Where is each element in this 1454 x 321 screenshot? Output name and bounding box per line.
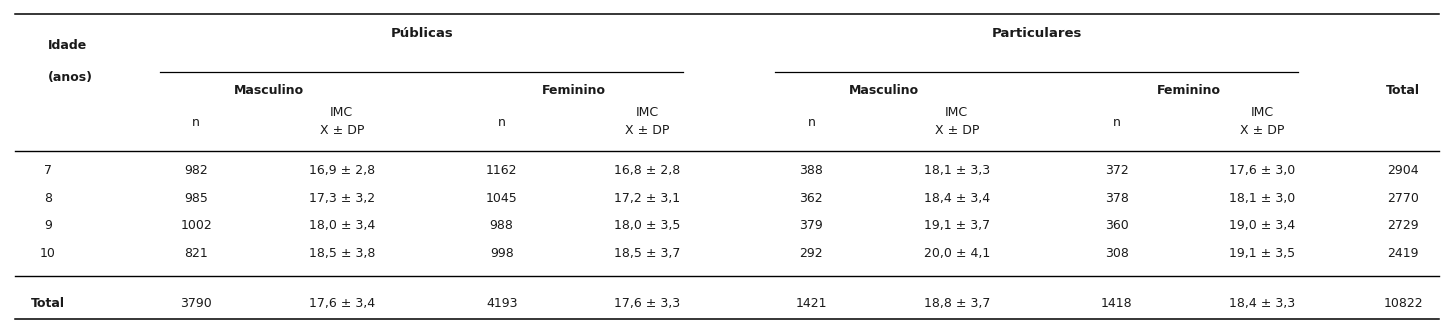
Text: 3790: 3790 bbox=[180, 297, 212, 310]
Text: 17,2 ± 3,1: 17,2 ± 3,1 bbox=[614, 192, 680, 205]
Text: 1045: 1045 bbox=[486, 192, 518, 205]
Text: 17,6 ± 3,0: 17,6 ± 3,0 bbox=[1229, 164, 1296, 177]
Text: 378: 378 bbox=[1105, 192, 1128, 205]
Text: 998: 998 bbox=[490, 247, 513, 260]
Text: 18,1 ± 3,0: 18,1 ± 3,0 bbox=[1229, 192, 1296, 205]
Text: 16,9 ± 2,8: 16,9 ± 2,8 bbox=[308, 164, 375, 177]
Text: IMC: IMC bbox=[635, 107, 659, 119]
Text: Públicas: Públicas bbox=[390, 27, 454, 40]
Text: X ± DP: X ± DP bbox=[935, 124, 979, 137]
Text: 308: 308 bbox=[1105, 247, 1128, 260]
Text: 372: 372 bbox=[1105, 164, 1128, 177]
Text: 10: 10 bbox=[41, 247, 55, 260]
Text: 379: 379 bbox=[800, 220, 823, 232]
Text: 388: 388 bbox=[800, 164, 823, 177]
Text: IMC: IMC bbox=[945, 107, 968, 119]
Text: 8: 8 bbox=[44, 192, 52, 205]
Text: 17,3 ± 3,2: 17,3 ± 3,2 bbox=[308, 192, 375, 205]
Text: n: n bbox=[497, 116, 506, 129]
Text: 7: 7 bbox=[44, 164, 52, 177]
Text: 18,4 ± 3,4: 18,4 ± 3,4 bbox=[923, 192, 990, 205]
Text: 360: 360 bbox=[1105, 220, 1128, 232]
Text: 362: 362 bbox=[800, 192, 823, 205]
Text: Feminino: Feminino bbox=[542, 84, 606, 97]
Text: 17,6 ± 3,4: 17,6 ± 3,4 bbox=[308, 297, 375, 310]
Text: 821: 821 bbox=[185, 247, 208, 260]
Text: 18,4 ± 3,3: 18,4 ± 3,3 bbox=[1229, 297, 1296, 310]
Text: 1002: 1002 bbox=[180, 220, 212, 232]
Text: 19,1 ± 3,7: 19,1 ± 3,7 bbox=[923, 220, 990, 232]
Text: 985: 985 bbox=[185, 192, 208, 205]
Text: 2729: 2729 bbox=[1387, 220, 1419, 232]
Text: 2419: 2419 bbox=[1387, 247, 1419, 260]
Text: n: n bbox=[1112, 116, 1121, 129]
Text: 18,0 ± 3,5: 18,0 ± 3,5 bbox=[614, 220, 680, 232]
Text: IMC: IMC bbox=[1250, 107, 1274, 119]
Text: 1162: 1162 bbox=[486, 164, 518, 177]
Text: 18,1 ± 3,3: 18,1 ± 3,3 bbox=[923, 164, 990, 177]
Text: n: n bbox=[807, 116, 816, 129]
Text: 10822: 10822 bbox=[1383, 297, 1423, 310]
Text: X ± DP: X ± DP bbox=[625, 124, 669, 137]
Text: Masculino: Masculino bbox=[234, 84, 304, 97]
Text: 1421: 1421 bbox=[795, 297, 827, 310]
Text: IMC: IMC bbox=[330, 107, 353, 119]
Text: X ± DP: X ± DP bbox=[320, 124, 364, 137]
Text: Total: Total bbox=[1386, 84, 1421, 97]
Text: 1418: 1418 bbox=[1101, 297, 1133, 310]
Text: 2770: 2770 bbox=[1387, 192, 1419, 205]
Text: 18,5 ± 3,7: 18,5 ± 3,7 bbox=[614, 247, 680, 260]
Text: Masculino: Masculino bbox=[849, 84, 919, 97]
Text: 988: 988 bbox=[490, 220, 513, 232]
Text: 9: 9 bbox=[44, 220, 52, 232]
Text: n: n bbox=[192, 116, 201, 129]
Text: 18,8 ± 3,7: 18,8 ± 3,7 bbox=[923, 297, 990, 310]
Text: 16,8 ± 2,8: 16,8 ± 2,8 bbox=[614, 164, 680, 177]
Text: 18,0 ± 3,4: 18,0 ± 3,4 bbox=[308, 220, 375, 232]
Text: 4193: 4193 bbox=[486, 297, 518, 310]
Text: 17,6 ± 3,3: 17,6 ± 3,3 bbox=[614, 297, 680, 310]
Text: Particulares: Particulares bbox=[992, 27, 1082, 40]
Text: Idade: Idade bbox=[48, 39, 87, 51]
Text: 20,0 ± 4,1: 20,0 ± 4,1 bbox=[923, 247, 990, 260]
Text: X ± DP: X ± DP bbox=[1240, 124, 1284, 137]
Text: 19,1 ± 3,5: 19,1 ± 3,5 bbox=[1229, 247, 1296, 260]
Text: 982: 982 bbox=[185, 164, 208, 177]
Text: 19,0 ± 3,4: 19,0 ± 3,4 bbox=[1229, 220, 1296, 232]
Text: 292: 292 bbox=[800, 247, 823, 260]
Text: Total: Total bbox=[31, 297, 65, 310]
Text: Feminino: Feminino bbox=[1157, 84, 1221, 97]
Text: 18,5 ± 3,8: 18,5 ± 3,8 bbox=[308, 247, 375, 260]
Text: (anos): (anos) bbox=[48, 71, 93, 83]
Text: 2904: 2904 bbox=[1387, 164, 1419, 177]
